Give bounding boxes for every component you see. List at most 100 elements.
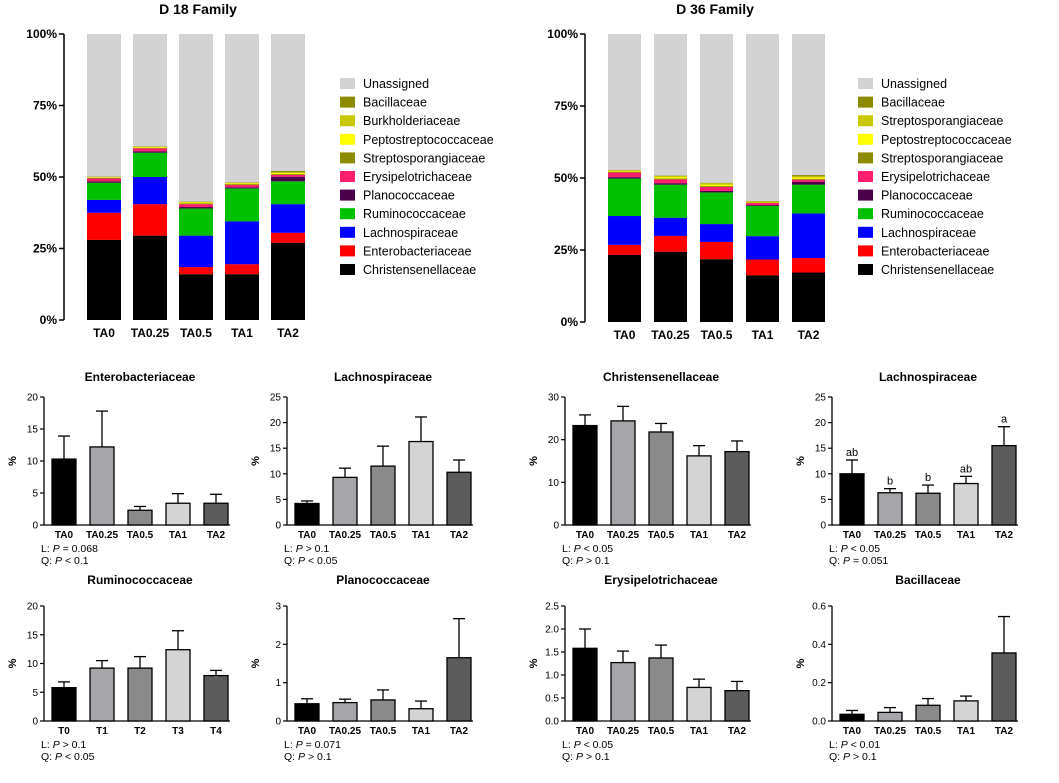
x-tick-label: TA0.5 [370,530,397,541]
y-tick-label: 10 [270,469,282,480]
bar [408,440,434,526]
bar [953,700,979,722]
y-tick-label: 30 [548,393,560,404]
legend-label: Unassigned [363,77,429,91]
y-tick-label: 10 [815,469,827,480]
x-tick-label: T2 [134,726,146,737]
bar-segment-planococcaceae [179,207,213,209]
x-tick-label: TA1 [412,530,431,541]
legend-swatch [340,245,355,257]
stats-line: L: P > 0.1 [284,543,329,555]
bar-segment-planococcaceae [87,181,121,183]
bar-segment-erysipelotrichaceae [792,179,825,182]
bar [839,473,865,526]
bar [877,492,903,526]
bar-segment-enterobacteriaceae [133,204,167,236]
bar-segment-peptostreptococcaceae [792,177,825,179]
bar-segment-bacillaceae [792,175,825,177]
legend-label: Erysipelotrichaceae [881,170,990,184]
y-tick-label: 20 [27,602,39,613]
y-tick-label: 2.0 [545,625,559,636]
legend-label: Lachnospiraceae [881,226,976,240]
bar [915,492,941,526]
legend-label: Streptosporangiaceae [881,114,1003,128]
legend-swatch [340,78,355,89]
bar-segment-burkholderiaceae [225,182,259,184]
y-tick-label: 0% [561,315,579,329]
significance-letter: a [1001,414,1008,426]
bar [446,657,472,722]
legend-label: Streptosporangiaceae [881,151,1003,165]
stats-line: Q: P > 0.1 [284,751,332,763]
legend-label: Ruminococcaceae [363,207,466,221]
bar-segment-enterobacteriaceae [746,259,779,276]
y-tick-label: 15 [27,630,39,641]
y-tick-label: 25 [815,393,827,404]
y-axis-label: % [795,658,807,668]
x-tick-label: TA0 [614,328,636,342]
bar-segment-streptosporangiaceae [654,175,687,178]
y-tick-label: 0.4 [812,640,826,651]
stats-line: Q: P < 0.1 [41,555,89,567]
bar [165,649,191,722]
x-tick-label: TA0.25 [607,726,639,737]
x-tick-label: TA0 [576,726,595,737]
y-axis-label: % [250,658,262,668]
y-axis-label: % [7,456,19,466]
x-tick-label: TA2 [995,726,1014,737]
significance-letter: b [925,472,931,484]
y-tick-label: 50% [33,170,57,184]
x-tick-label: TA1 [752,328,774,342]
x-tick-label: TA1 [231,326,253,340]
bar-segment-planococcaceae [271,176,305,182]
y-tick-label: 15 [270,444,282,455]
bar-segment-lachnospiraceae [746,236,779,260]
bar-segment-lachnospiraceae [179,235,213,268]
bar-segment-streptosporangiaceae [700,183,733,185]
legend-label: Burkholderiaceae [363,114,460,128]
bar-segment-planococcaceae [133,151,167,153]
bar-segment-erysipelotrichaceae [271,174,305,177]
bar-segment-streptosporangiaceae [608,170,641,171]
y-tick-label: 1.0 [545,671,559,682]
y-tick-label: 100% [547,27,578,41]
y-tick-label: 10 [548,478,560,489]
planococcaceae-bar-chart: Planococcaceae 0 1 2 3% TA0 TA0.25 TA0.5 TA1 TA2 L… [250,573,473,763]
stats-line: L: P < 0.05 [562,543,613,555]
bar [572,647,598,722]
bar-segment-streptosporangiaceae [746,202,779,204]
stats-line: L: P < 0.05 [829,543,880,555]
bar-segment-erysipelotrichaceae [746,203,779,206]
bar-segment-ruminococcaceae [608,178,641,217]
legend-swatch [340,189,355,201]
x-tick-label: TA0.5 [370,726,397,737]
bar-segment-peptostreptococcaceae [87,177,121,178]
chart-title: Christensenellaceae [603,370,719,384]
bar-segment-lachnospiraceae [700,224,733,242]
bar-segment-erysipelotrichaceae [133,148,167,152]
bar-segment-enterobacteriaceae [654,235,687,252]
bar [446,471,472,526]
y-tick-label: 0 [820,521,826,532]
bar-segment-planococcaceae [746,205,779,206]
legend-swatch [858,171,873,182]
bar-segment-christensenellaceae [700,259,733,322]
bar-segment-enterobacteriaceae [179,267,213,275]
legend-label: Peptostreptococcaceae [363,133,494,147]
chart-title: D 36 Family [676,1,754,17]
y-tick-label: 0.6 [812,602,826,613]
bar [724,689,750,722]
bar [839,713,865,722]
y-tick-label: 5 [275,495,281,506]
bar-segment-streptosporangiaceae [608,171,641,173]
bar-segment-ruminococcaceae [792,184,825,214]
legend-swatch [858,226,873,238]
x-tick-label: TA2 [450,530,469,541]
bar-segment-erysipelotrichaceae [225,185,259,188]
bar [991,652,1017,722]
bar-segment-streptosporangiaceae [792,176,825,178]
y-tick-label: 75% [554,99,578,113]
bar-segment-enterobacteriaceae [271,232,305,243]
bar-segment-erysipelotrichaceae [179,204,213,208]
